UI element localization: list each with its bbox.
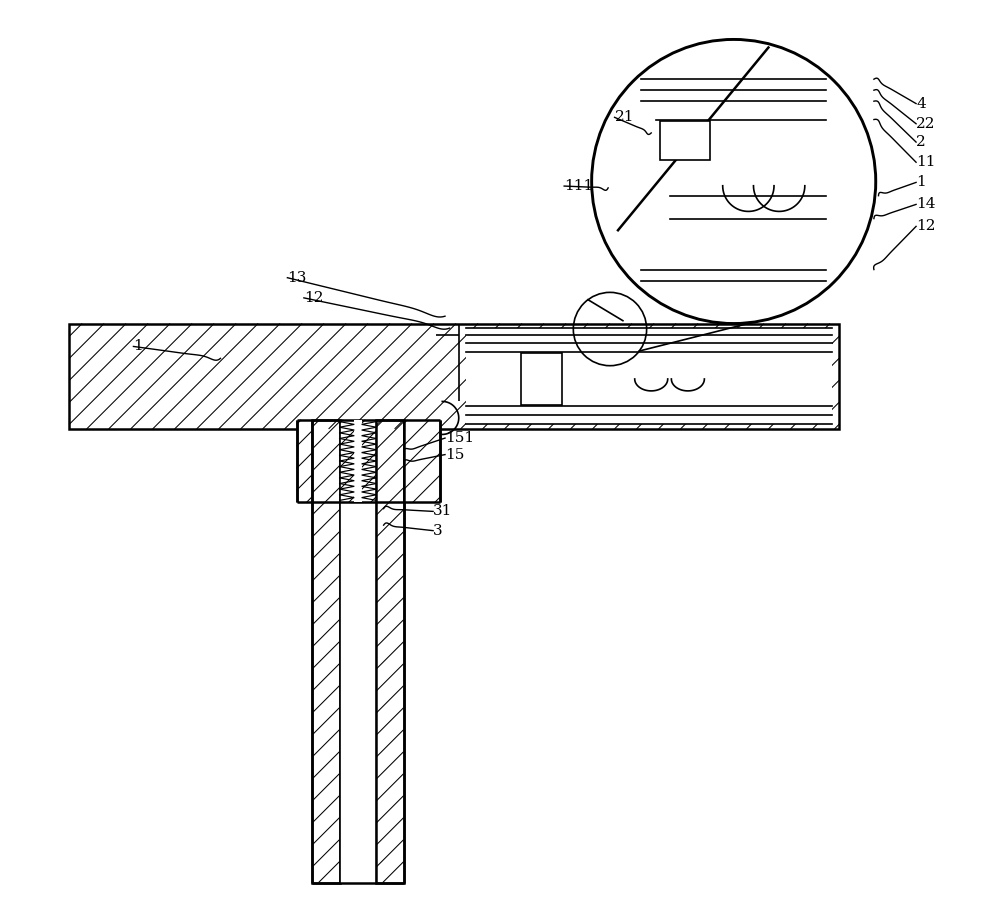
- Bar: [340, 420, 376, 502]
- Text: 111: 111: [564, 179, 593, 193]
- Bar: [312, 420, 340, 882]
- Text: 13: 13: [287, 271, 307, 285]
- Bar: [376, 420, 404, 882]
- Text: 12: 12: [916, 219, 936, 233]
- Text: 12: 12: [304, 290, 323, 305]
- Circle shape: [592, 40, 876, 324]
- Text: 1: 1: [916, 175, 926, 189]
- Text: 31: 31: [433, 504, 452, 518]
- Text: 1: 1: [133, 339, 143, 353]
- Text: 4: 4: [916, 97, 926, 111]
- Text: 2: 2: [916, 136, 926, 149]
- Bar: [466, 352, 832, 406]
- Text: 14: 14: [916, 197, 936, 211]
- Bar: [521, 353, 562, 405]
- Text: 3: 3: [433, 524, 443, 538]
- Text: 21: 21: [615, 111, 634, 124]
- Text: 151: 151: [445, 431, 474, 445]
- Bar: [297, 420, 312, 502]
- Bar: [354, 420, 362, 502]
- Bar: [404, 420, 440, 502]
- Bar: [69, 324, 839, 429]
- Text: 15: 15: [445, 447, 464, 462]
- Text: 22: 22: [916, 117, 936, 131]
- Bar: [660, 122, 710, 160]
- Bar: [340, 420, 376, 882]
- Bar: [466, 328, 832, 424]
- Text: 11: 11: [916, 155, 936, 170]
